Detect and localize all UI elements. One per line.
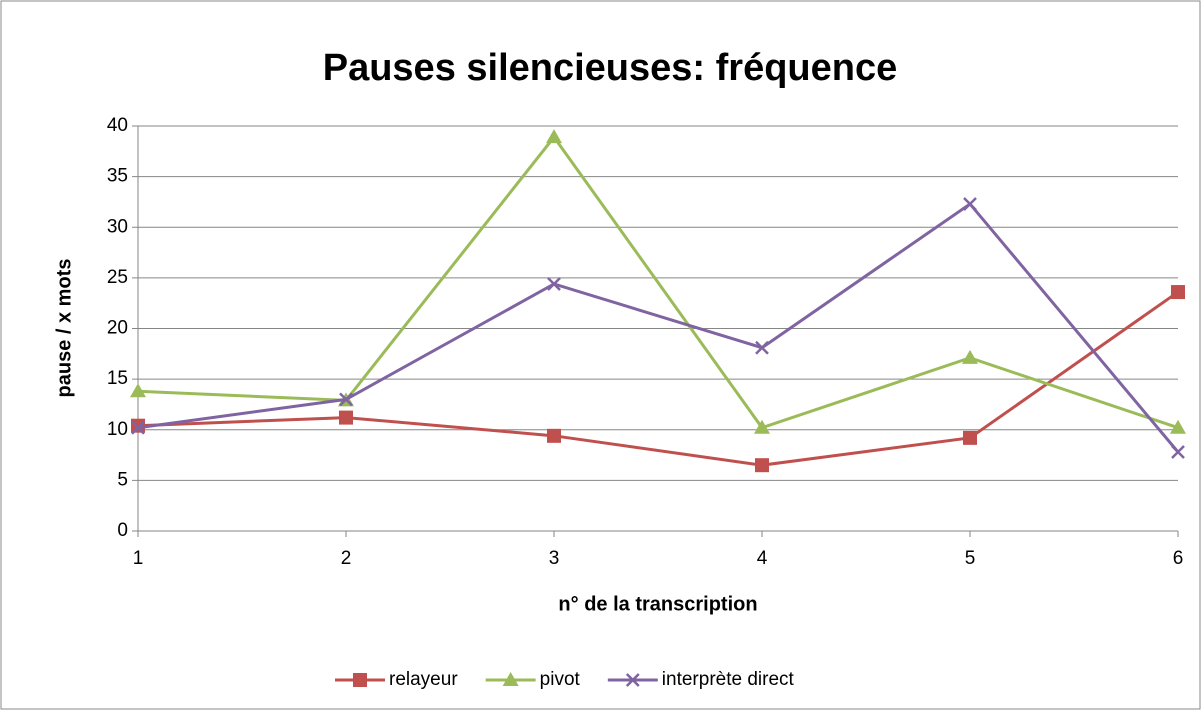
y-axis-title: pause / x mots (53, 259, 75, 398)
x-tick-label: 6 (1173, 548, 1184, 569)
marker (131, 420, 145, 435)
series-line (137, 201, 1180, 453)
marker (963, 197, 977, 211)
legend-label: relayeur (389, 669, 458, 690)
y-tick-label: 10 (107, 419, 128, 440)
y-tick-label: 20 (107, 318, 128, 339)
x-tick-label: 1 (133, 548, 144, 569)
y-tick-label: 25 (107, 267, 128, 288)
y-tick-label: 40 (107, 115, 128, 136)
marker (962, 349, 978, 364)
y-tick-label: 5 (117, 469, 128, 490)
y-tick-label: 30 (107, 216, 128, 237)
y-tick-label: 0 (117, 520, 128, 541)
marker (755, 340, 769, 355)
y-tick-label: 35 (107, 166, 128, 187)
y-tick-label: 15 (107, 368, 128, 389)
marker (1171, 285, 1185, 300)
marker (1171, 445, 1185, 459)
x-tick-label: 3 (549, 548, 560, 569)
legend-marker (502, 672, 519, 686)
x-tick-label: 2 (341, 548, 352, 569)
x-tick-label: 5 (965, 548, 976, 569)
legend-marker (353, 673, 367, 687)
marker (339, 392, 353, 407)
marker (130, 383, 146, 398)
marker (546, 129, 562, 144)
marker (131, 418, 145, 433)
marker (754, 419, 770, 434)
chart-title: Pauses silencieuses: fréquence (323, 47, 898, 89)
series-line (137, 290, 1179, 467)
legend-marker (625, 673, 640, 687)
marker (547, 277, 561, 291)
x-axis-title: n° de la transcription (558, 593, 757, 615)
x-tick-label: 4 (757, 548, 768, 569)
marker (339, 410, 353, 425)
marker (963, 430, 977, 445)
legend-label: interprète direct (662, 669, 795, 690)
legend-label: pivot (540, 669, 581, 690)
series-line (137, 134, 1179, 430)
marker (755, 458, 769, 473)
marker (1170, 419, 1186, 434)
marker (547, 428, 561, 443)
